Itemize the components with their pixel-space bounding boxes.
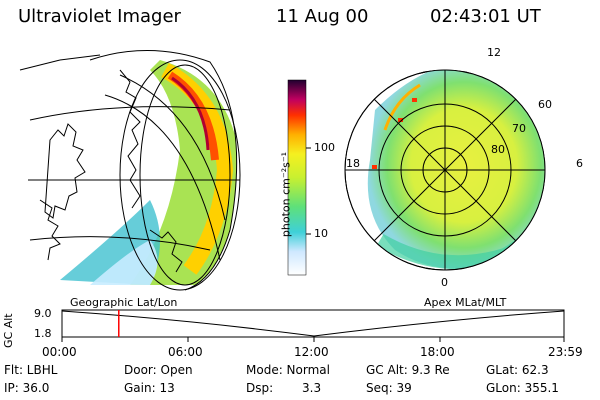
colorbar-unit-label: photon cm⁻²s⁻¹ — [279, 151, 293, 238]
timeline-xtick-1: 06:00 — [168, 345, 203, 359]
info-gc-alt: GC Alt: 9.3 Re — [366, 363, 450, 377]
timeline-xtick-4: 23:59 — [548, 345, 583, 359]
info-dsp-label: Dsp: — [246, 381, 274, 395]
mlt-label-12: 12 — [487, 46, 501, 59]
info-dsp-value: 3.3 — [302, 381, 322, 395]
mlt-label-18: 18 — [346, 157, 360, 170]
colorbar — [287, 79, 311, 276]
right-map-caption: Apex MLat/MLT — [424, 296, 507, 309]
timeline-ytick-top: 9.0 — [34, 307, 52, 320]
timeline-xtick-2: 12:00 — [294, 345, 329, 359]
info-ip: IP: 36.0 — [4, 381, 50, 395]
info-glat: GLat: 62.3 — [486, 363, 549, 377]
info-filter: Flt: LBHL — [4, 363, 58, 377]
left-map-caption: Geographic Lat/Lon — [70, 296, 178, 309]
lat-label-80: 80 — [491, 143, 505, 156]
mlt-label-6: 6 — [576, 157, 583, 170]
colorbar-tick-10: 10 — [314, 227, 328, 240]
orbit-timeline — [61, 309, 565, 342]
geographic-map — [19, 50, 241, 291]
timeline-xtick-0: 00:00 — [42, 345, 77, 359]
date-label: 11 Aug 00 — [276, 6, 369, 27]
lat-label-60: 60 — [538, 98, 552, 111]
info-gain: Gain: 13 — [124, 381, 175, 395]
polar-map — [344, 69, 546, 271]
timeline-xtick-3: 18:00 — [420, 345, 455, 359]
instrument-title: Ultraviolet Imager — [18, 6, 181, 27]
info-glon: GLon: 355.1 — [486, 381, 559, 395]
info-door: Door: Open — [124, 363, 193, 377]
mlt-label-0: 0 — [441, 276, 448, 289]
time-label: 02:43:01 UT — [430, 6, 541, 27]
timeline-ytick-bottom: 1.8 — [34, 327, 52, 340]
info-seq: Seq: 39 — [366, 381, 412, 395]
timeline-ylabel: GC Alt — [2, 313, 15, 348]
colorbar-tick-100: 100 — [314, 141, 335, 154]
lat-label-70: 70 — [512, 122, 526, 135]
info-mode: Mode: Normal — [246, 363, 330, 377]
